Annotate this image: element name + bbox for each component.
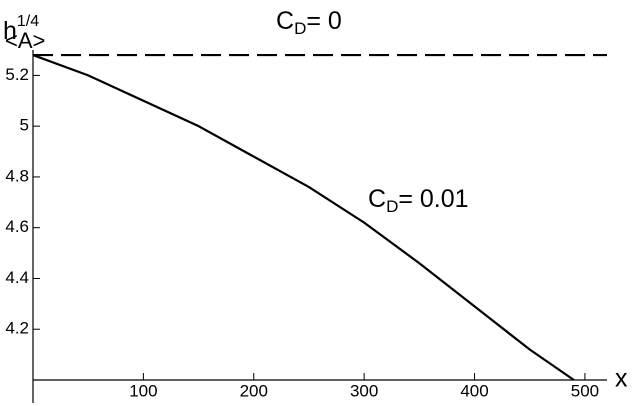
y-tick-label: 4.8 xyxy=(5,166,29,185)
label-sub: D xyxy=(386,197,398,216)
y-axis-label: h1/4 <A> xyxy=(3,13,45,53)
y-tick-label: 5.2 xyxy=(5,65,29,84)
label-main: C xyxy=(276,7,294,35)
label-sub: D xyxy=(294,19,306,38)
label-rest: = 0.01 xyxy=(398,185,468,213)
label-main: C xyxy=(368,185,386,213)
x-tick-label: 100 xyxy=(129,381,157,400)
y-tick-label: 4.2 xyxy=(5,319,29,338)
x-tick-label: 300 xyxy=(350,381,378,400)
series-label: CD= 0 xyxy=(276,7,342,39)
x-tick-label: 400 xyxy=(460,381,488,400)
y-tick-label: 5 xyxy=(20,116,29,135)
y-tick-label: 4.6 xyxy=(5,217,29,236)
x-tick-label: 500 xyxy=(571,381,599,400)
series-label: CD= 0.01 xyxy=(368,185,469,217)
x-tick-label: 200 xyxy=(240,381,268,400)
label-rest: = 0 xyxy=(306,7,341,35)
series-line xyxy=(32,54,575,381)
x-axis-label: x xyxy=(615,365,628,393)
y-tick-label: 4.4 xyxy=(5,268,29,287)
